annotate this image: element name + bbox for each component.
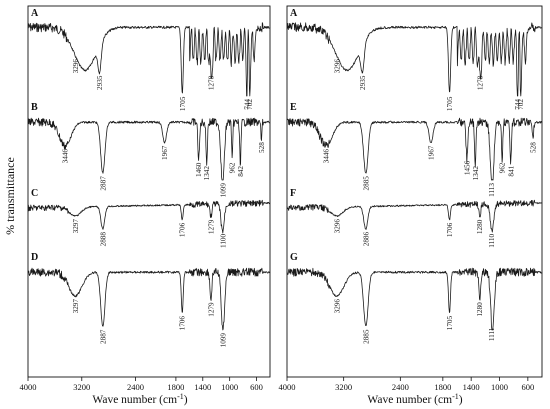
peak-label: 1705 — [446, 315, 454, 330]
peak-label: 3297 — [72, 219, 80, 234]
right-spectra-panel: 4000 3200 2400 1800 1400 1000 600 A 3296 2935 1705… — [279, 5, 543, 392]
peak-label: 1706 — [179, 316, 187, 331]
trace-label-A: A — [290, 8, 298, 19]
spectrum-D — [27, 267, 271, 331]
plot-frame — [27, 5, 271, 378]
peak-label: 1967 — [428, 145, 436, 160]
spectrum-E — [286, 117, 543, 181]
trace-label-C: C — [31, 188, 38, 199]
trace-label-F: F — [290, 188, 296, 199]
trace-label-A: A — [31, 8, 39, 19]
peak-label: 3296 — [333, 299, 341, 314]
peak-label: 528 — [258, 142, 266, 153]
x-tick-label: 1800 — [167, 382, 184, 392]
x-tick-label: 1000 — [491, 382, 508, 392]
spectrum-F — [286, 199, 543, 233]
y-axis-label: % transmittance — [3, 157, 17, 235]
peak-label: 3297 — [72, 299, 80, 314]
trace-label-B: B — [31, 102, 38, 113]
x-tick-label: 1400 — [194, 382, 211, 392]
peak-label: 2887 — [99, 329, 107, 344]
peak-label: 1100 — [219, 233, 227, 248]
peak-label: 1278 — [476, 75, 484, 90]
peak-label: 841 — [507, 165, 515, 176]
peak-label: 3296 — [333, 59, 341, 74]
peak-label: 1099 — [220, 333, 228, 348]
x-tick-label: 4000 — [20, 382, 37, 392]
x-tick-label: 600 — [250, 382, 263, 392]
peak-label: 2887 — [99, 176, 107, 191]
peak-label: 1456 — [464, 160, 472, 175]
peak-label: 1460 — [195, 162, 203, 177]
x-tick-label: 600 — [521, 382, 534, 392]
spectrum-C — [27, 199, 270, 234]
peak-label: 2935 — [359, 75, 367, 90]
trace-label-E: E — [290, 102, 297, 113]
peak-label: 702 — [246, 99, 254, 110]
x-tick-label: 3200 — [335, 382, 352, 392]
peak-label: 962 — [229, 162, 237, 173]
peak-label: 1280 — [476, 219, 484, 234]
left-x-axis-label: Wave number (cm-1) — [92, 392, 187, 406]
x-tick-label: 1000 — [221, 382, 238, 392]
peak-label: 1705 — [179, 96, 187, 111]
trace-label-D: D — [31, 252, 38, 263]
x-tick-label: 2400 — [127, 382, 144, 392]
peak-label: 1705 — [446, 96, 454, 111]
peak-label: 3446 — [323, 149, 331, 164]
peak-label: 962 — [499, 162, 507, 173]
peak-label: 3446 — [62, 149, 70, 164]
spectrum-G — [286, 267, 543, 331]
peak-label: 3296 — [333, 219, 341, 234]
peak-label: 1279 — [207, 219, 215, 234]
peak-label: 1342 — [203, 166, 211, 181]
peak-label: 1111 — [488, 327, 496, 341]
peak-label: 1706 — [446, 222, 454, 237]
peak-label: 1113 — [488, 183, 496, 197]
peak-label: 1706 — [179, 222, 187, 237]
spectrum-B — [27, 117, 271, 181]
peak-label: 1279 — [207, 302, 215, 317]
peak-label: 2885 — [363, 329, 371, 344]
x-tick-label: 3200 — [73, 382, 90, 392]
x-tick-label: 4000 — [279, 382, 296, 392]
peak-label: 1342 — [472, 166, 480, 181]
peak-label: 2886 — [362, 231, 370, 246]
x-tick-label: 1400 — [463, 382, 480, 392]
peak-label: 744 — [243, 99, 251, 110]
left-spectra-panel: 4000 3200 2400 1800 1400 1000 600 A 3296 2935 1705… — [20, 5, 271, 392]
peak-label: 2885 — [363, 176, 371, 191]
peak-label: 702 — [517, 99, 525, 110]
plot-frame — [286, 5, 543, 378]
peak-label: 1278 — [208, 75, 216, 90]
peak-label: 842 — [237, 166, 245, 177]
x-tick-label: 1800 — [434, 382, 451, 392]
peak-label: 1967 — [161, 145, 169, 160]
peak-label: 1110 — [488, 233, 496, 247]
peak-label: 2888 — [99, 232, 107, 247]
peak-label: 2935 — [96, 75, 104, 90]
peak-label: 528 — [529, 142, 537, 153]
peak-label: 1280 — [476, 302, 484, 317]
peak-label: 3296 — [72, 59, 80, 74]
spectrum-A — [27, 22, 271, 97]
x-tick-label: 2400 — [392, 382, 409, 392]
spectrum-A — [286, 22, 543, 97]
peak-label: 1099 — [220, 183, 228, 198]
peak-label: 744 — [514, 99, 522, 110]
trace-label-G: G — [290, 252, 298, 263]
right-x-axis-label: Wave number (cm-1) — [367, 392, 462, 406]
